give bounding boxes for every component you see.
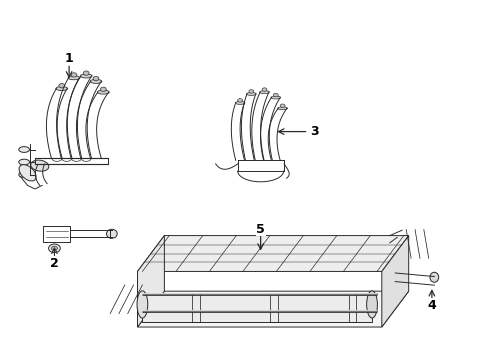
Circle shape bbox=[249, 90, 254, 93]
Circle shape bbox=[49, 244, 60, 253]
Text: 1: 1 bbox=[65, 51, 74, 64]
Circle shape bbox=[100, 87, 106, 91]
Ellipse shape bbox=[235, 102, 245, 104]
Bar bbox=[143, 294, 372, 321]
Circle shape bbox=[93, 76, 99, 81]
Circle shape bbox=[273, 93, 278, 97]
Ellipse shape bbox=[367, 291, 377, 318]
Polygon shape bbox=[382, 235, 409, 327]
Circle shape bbox=[71, 73, 77, 77]
Ellipse shape bbox=[430, 272, 439, 282]
Circle shape bbox=[238, 99, 243, 102]
Circle shape bbox=[262, 88, 267, 91]
Ellipse shape bbox=[19, 165, 36, 181]
Circle shape bbox=[51, 246, 57, 251]
Ellipse shape bbox=[137, 291, 148, 318]
Bar bbox=[270, 294, 278, 321]
Ellipse shape bbox=[271, 96, 281, 99]
Bar bbox=[348, 294, 356, 321]
Ellipse shape bbox=[19, 147, 29, 152]
Text: 4: 4 bbox=[427, 299, 436, 312]
Ellipse shape bbox=[56, 87, 68, 90]
Ellipse shape bbox=[246, 93, 256, 95]
Circle shape bbox=[59, 84, 65, 88]
Polygon shape bbox=[138, 235, 164, 327]
Circle shape bbox=[280, 104, 285, 108]
Polygon shape bbox=[138, 235, 409, 271]
Ellipse shape bbox=[68, 76, 80, 80]
Bar bbox=[192, 294, 200, 321]
Circle shape bbox=[83, 71, 89, 75]
Polygon shape bbox=[138, 291, 409, 327]
Ellipse shape bbox=[90, 80, 102, 84]
Text: 2: 2 bbox=[50, 257, 59, 270]
Ellipse shape bbox=[98, 90, 109, 94]
Ellipse shape bbox=[80, 74, 92, 78]
Ellipse shape bbox=[260, 91, 270, 94]
Bar bbox=[44, 226, 71, 242]
Ellipse shape bbox=[31, 160, 49, 171]
Text: 5: 5 bbox=[256, 222, 265, 236]
Ellipse shape bbox=[106, 229, 117, 238]
Text: 3: 3 bbox=[311, 125, 319, 138]
Ellipse shape bbox=[19, 172, 29, 177]
Ellipse shape bbox=[19, 159, 29, 165]
Ellipse shape bbox=[278, 107, 288, 110]
